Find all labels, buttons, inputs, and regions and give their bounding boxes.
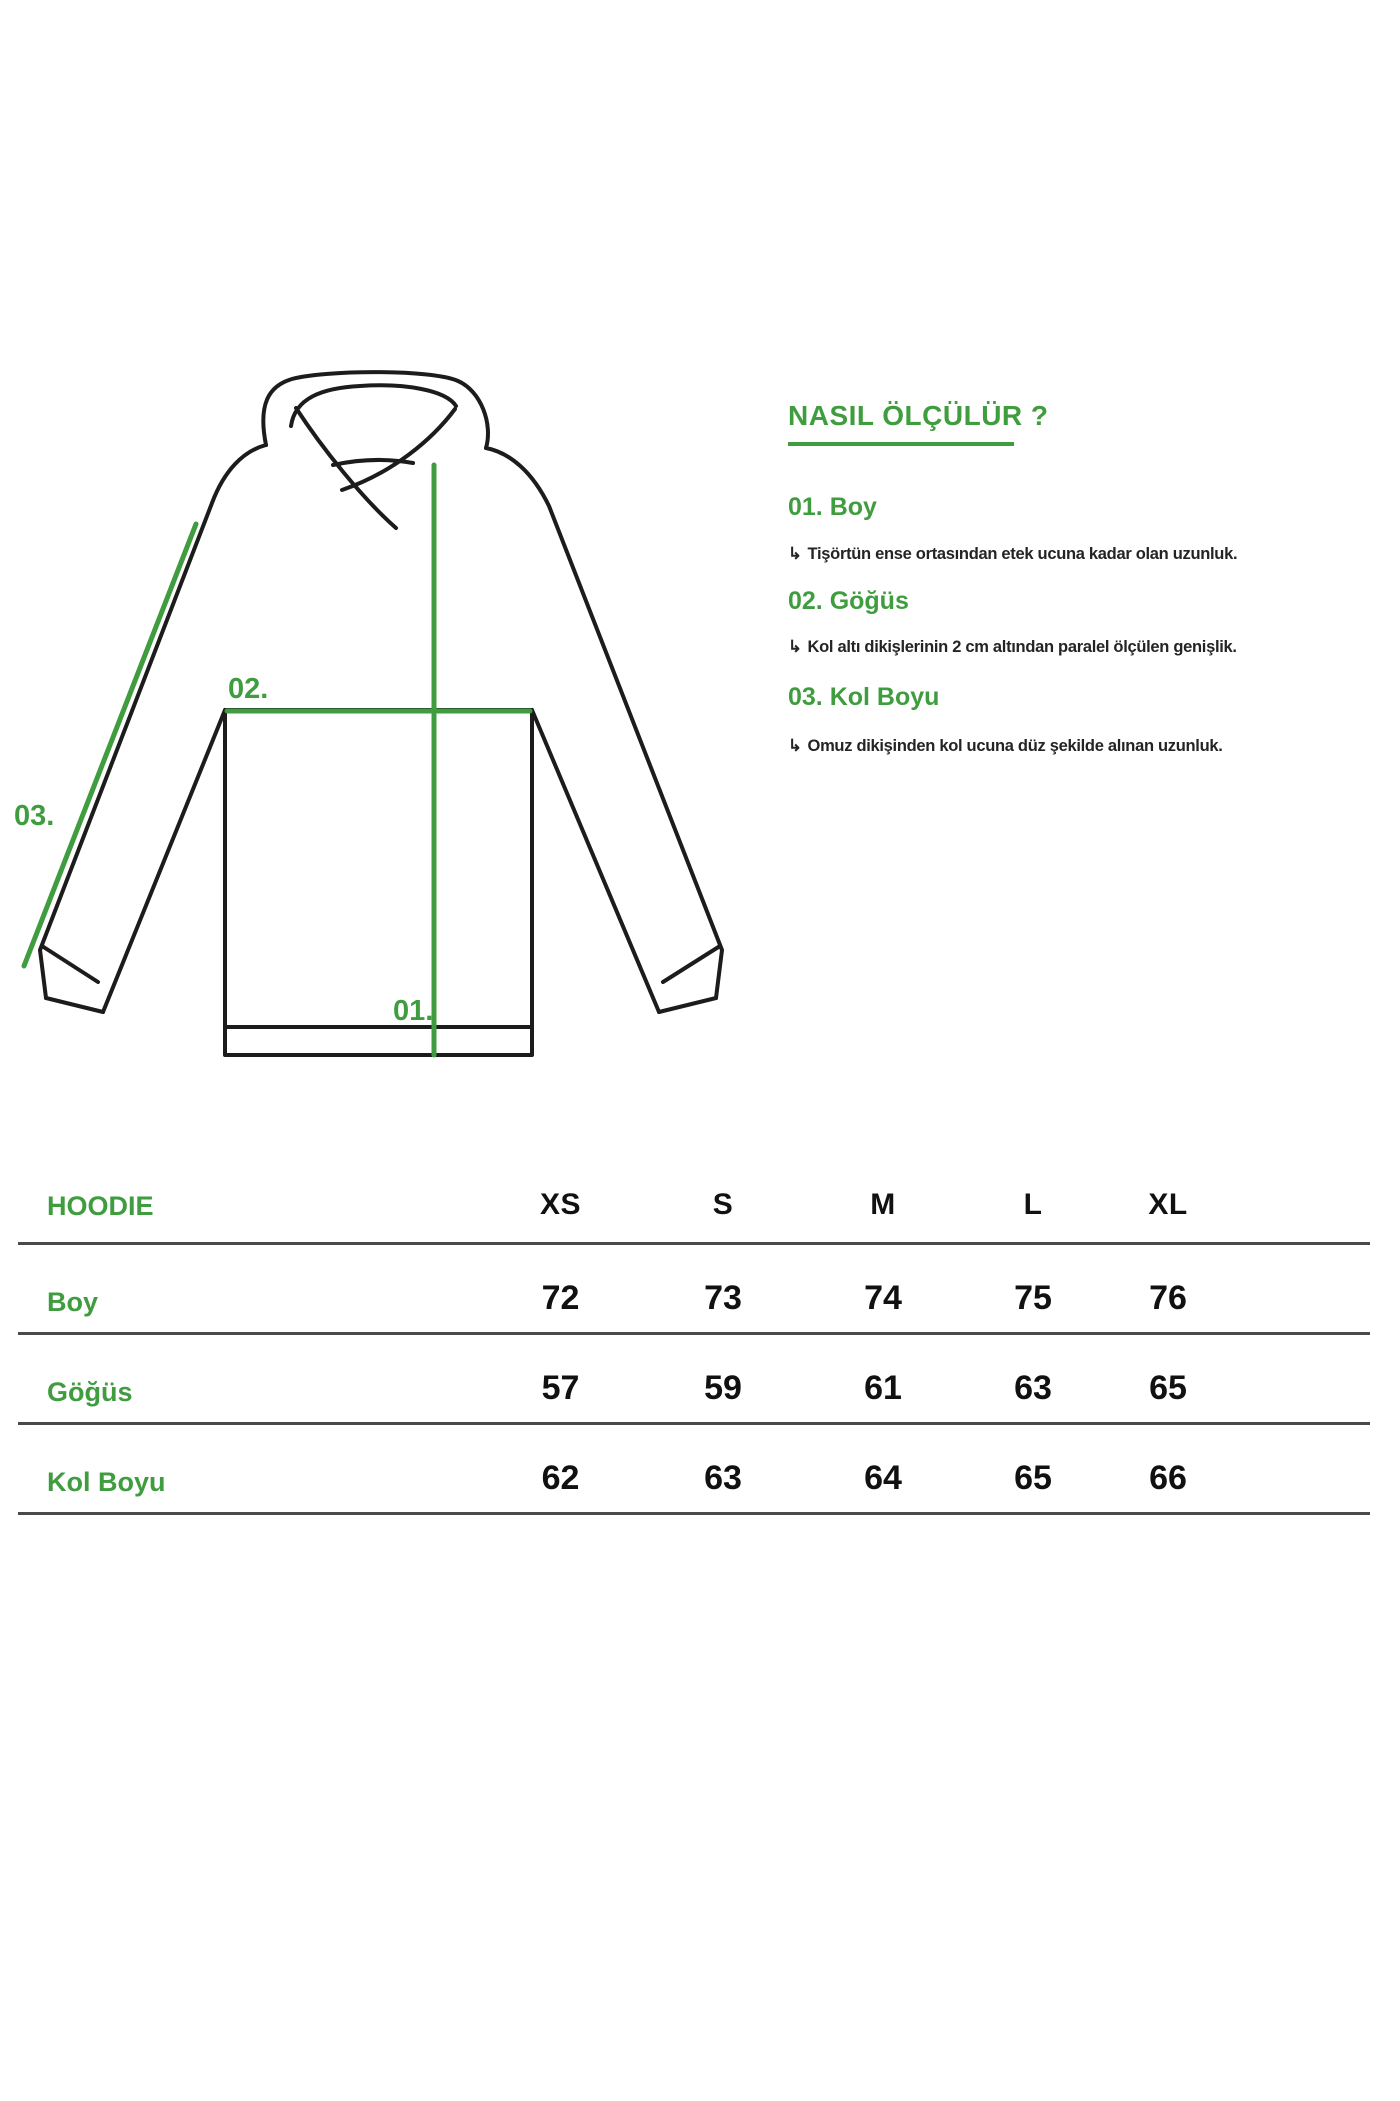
right-cuff-end — [657, 996, 718, 1014]
value-cell: 64 — [864, 1459, 902, 1497]
section-description-text: Kol altı dikişlerinin 2 cm altından para… — [807, 638, 1237, 656]
hood-outer-outline — [261, 370, 490, 450]
left-cuff-end — [44, 996, 105, 1014]
neckline-curve — [331, 457, 415, 467]
value-cell: 61 — [864, 1369, 902, 1407]
value-cell: 65 — [1149, 1369, 1187, 1407]
product-name: HOODIE — [47, 1191, 154, 1221]
value-cell: 65 — [1014, 1459, 1052, 1497]
value-cell: 57 — [541, 1369, 580, 1407]
measurement-label-03: 03. — [14, 800, 54, 832]
section-description: ↳ Omuz dikişinden kol ucuna düz şekilde a… — [788, 736, 1378, 756]
arrow-bullet-icon: ↳ — [788, 545, 802, 563]
value-cell: 63 — [1014, 1369, 1052, 1407]
value-cell: 59 — [704, 1369, 742, 1407]
guide-section-gogus: 02. Göğüs ↳ Kol altı dikişlerinin 2 cm al… — [788, 586, 1378, 657]
left-cuff-band — [40, 944, 100, 984]
hood-inner-rim — [289, 383, 458, 428]
section-description-text: Tişörtün ense ortasından etek ucuna kada… — [807, 545, 1238, 563]
section-title: 02. Göğüs — [788, 587, 909, 615]
value-cell: 66 — [1149, 1459, 1187, 1497]
collar-left-edge — [294, 406, 398, 530]
table-row-kol-boyu: Kol Boyu 62 63 64 65 66 — [18, 1425, 1370, 1515]
size-column-xl: XL — [1148, 1188, 1188, 1221]
measurement-label-01: 01. — [393, 995, 433, 1027]
value-cell: 75 — [1014, 1279, 1052, 1317]
section-description: ↳ Tişörtün ense ortasından etek ucuna kad… — [788, 544, 1378, 564]
guide-title-underline — [788, 442, 1014, 446]
guide-section-kol-boyu: 03. Kol Boyu ↳ Omuz dikişinden kol ucuna … — [788, 682, 1378, 756]
size-table-header-row: HOODIE XS S M L XL — [18, 1188, 1370, 1245]
row-label: Boy — [47, 1287, 99, 1317]
size-column-xs: XS — [539, 1188, 582, 1221]
table-row-boy: Boy 72 73 74 75 76 — [18, 1245, 1370, 1335]
collar-right-edge — [340, 407, 457, 492]
measurement-label-02: 02. — [228, 673, 268, 705]
size-table: HOODIE XS S M L XL Boy 72 73 74 75 76 Gö… — [18, 1188, 1370, 1515]
section-title: 03. Kol Boyu — [788, 683, 940, 711]
value-cell: 73 — [704, 1279, 742, 1317]
arrow-bullet-icon: ↳ — [788, 737, 802, 755]
right-cuff-band — [661, 944, 722, 984]
left-shoulder-sleeve-outer — [38, 443, 268, 1000]
value-cell: 76 — [1149, 1279, 1187, 1317]
size-column-s: S — [712, 1188, 734, 1221]
size-column-m: M — [870, 1188, 896, 1221]
value-cell: 72 — [541, 1279, 580, 1317]
measure-guide-panel: NASIL ÖLÇÜLÜR ? 01. Boy ↳ Tişörtün ense o… — [788, 400, 1378, 756]
right-shoulder-sleeve-outer — [484, 446, 724, 1000]
value-cell: 62 — [541, 1459, 580, 1497]
body-outline — [223, 708, 534, 1057]
size-column-l: L — [1023, 1188, 1043, 1221]
value-cell: 63 — [704, 1459, 742, 1497]
section-title: 01. Boy — [788, 493, 877, 521]
measurement-line-03-sleeve — [21, 521, 199, 969]
value-cell: 74 — [864, 1279, 902, 1317]
right-sleeve-inner — [530, 708, 661, 1014]
section-description: ↳ Kol altı dikişlerinin 2 cm altından par… — [788, 637, 1378, 657]
section-description-text: Omuz dikişinden kol ucuna düz şekilde al… — [807, 737, 1223, 755]
left-sleeve-inner — [101, 708, 227, 1014]
guide-section-boy: 01. Boy ↳ Tişörtün ense ortasından etek u… — [788, 492, 1378, 564]
row-label: Göğüs — [47, 1377, 133, 1407]
guide-title: NASIL ÖLÇÜLÜR ? — [788, 400, 1049, 431]
arrow-bullet-icon: ↳ — [788, 638, 802, 656]
row-label: Kol Boyu — [47, 1467, 166, 1497]
hoodie-diagram: 02. 03. 01. — [14, 370, 724, 1058]
table-row-gogus: Göğüs 57 59 61 63 65 — [18, 1335, 1370, 1425]
